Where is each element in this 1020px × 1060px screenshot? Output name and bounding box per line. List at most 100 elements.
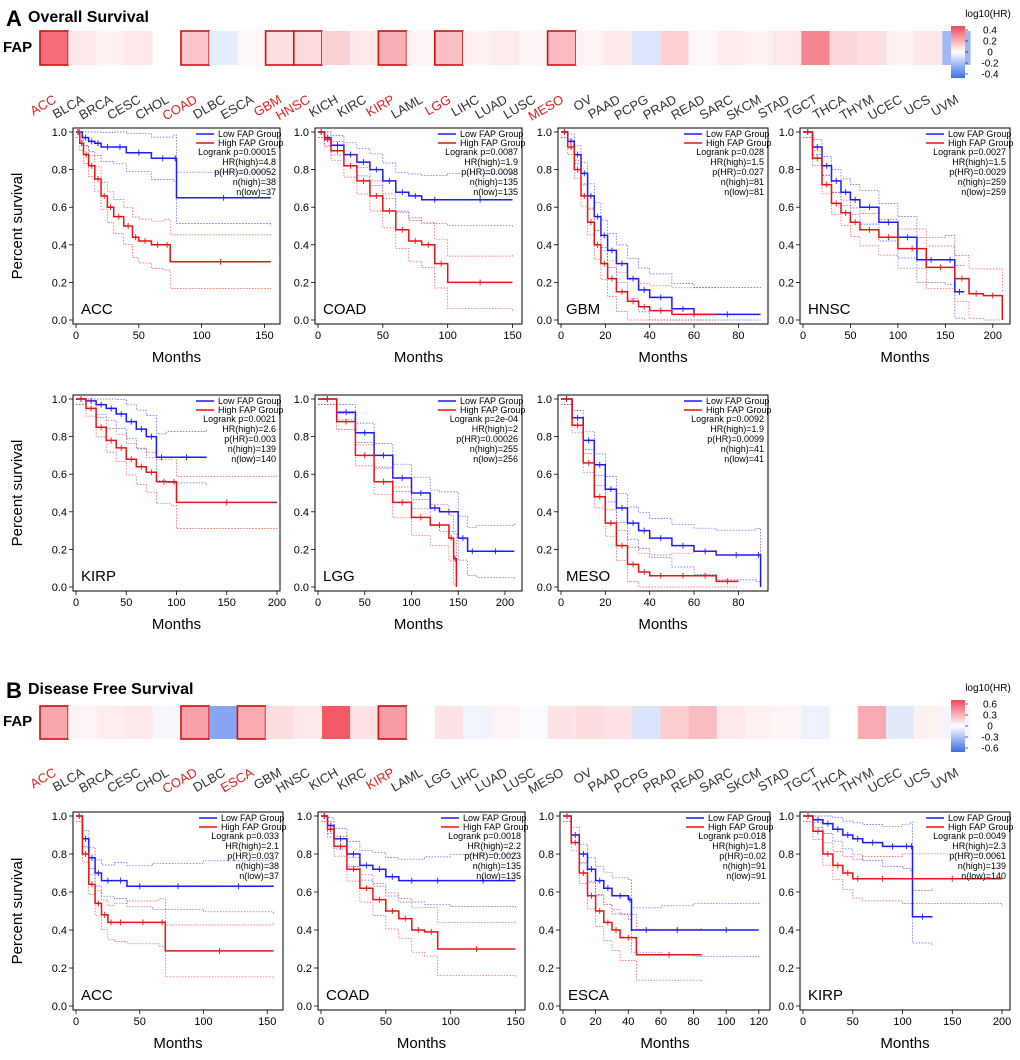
heat-cell-hnsc bbox=[292, 30, 323, 66]
x-tick-label: 200 bbox=[984, 330, 1002, 342]
ci-upper-low bbox=[318, 131, 513, 177]
heat-cell-blca bbox=[68, 31, 97, 65]
x-axis-label: Months bbox=[880, 349, 929, 366]
colorbar-title: log10(HR) bbox=[965, 9, 1011, 20]
y-tick-label: 0.6 bbox=[779, 202, 794, 214]
heat-cell-lusc bbox=[519, 706, 548, 739]
stat-line: p(HR)=0.0061 bbox=[949, 851, 1006, 861]
colorbar-tick-label: 0.2 bbox=[983, 37, 997, 48]
heat-cell-lusc bbox=[519, 31, 548, 65]
ci-upper-low bbox=[561, 398, 761, 559]
heat-cell-chol bbox=[152, 706, 181, 739]
stat-line: n(high)=91 bbox=[723, 861, 766, 871]
km-plot-5-lgg: 0 50 100 150 200 0.0 0.2 0.4 0.6 0.8 1.0 Months Low … bbox=[294, 394, 526, 633]
heat-cell-dlbc bbox=[209, 706, 238, 739]
heat-cell-coad bbox=[180, 30, 211, 66]
x-axis-label: Months bbox=[394, 616, 443, 633]
y-tick-label: 0.6 bbox=[537, 202, 552, 214]
x-tick-label: 80 bbox=[687, 1016, 699, 1028]
stat-line: n(high)=259 bbox=[958, 177, 1006, 187]
cancer-name: ESCA bbox=[568, 987, 609, 1004]
heat-cell-kirc bbox=[350, 31, 379, 65]
stat-line: n(low)=259 bbox=[961, 187, 1006, 197]
colorbar-tick-label: -0.4 bbox=[981, 70, 999, 81]
y-tick-label: 1.0 bbox=[52, 127, 67, 139]
y-tick-label: 0.4 bbox=[537, 507, 552, 519]
stat-line: p(HR)=0.0098 bbox=[461, 167, 518, 177]
heat-cell-paad bbox=[604, 706, 633, 739]
x-tick-label: 80 bbox=[732, 597, 744, 609]
stat-line: p(HR)=0.0029 bbox=[949, 167, 1006, 177]
x-tick-label: 50 bbox=[120, 597, 132, 609]
cancer-label-ucs: UCS bbox=[902, 764, 934, 791]
y-tick-label: 0.4 bbox=[52, 507, 67, 519]
y-tick-label: 1.0 bbox=[537, 127, 552, 139]
stat-line: n(low)=91 bbox=[726, 871, 766, 881]
x-tick-label: 0 bbox=[73, 330, 79, 342]
x-axis-label: Months bbox=[394, 349, 443, 366]
stat-line: Logrank p=0.033 bbox=[211, 831, 279, 841]
y-tick-label: 1.0 bbox=[297, 811, 312, 823]
heat-cell-esca bbox=[237, 31, 266, 65]
y-tick-label: 0.6 bbox=[297, 887, 312, 899]
legend-label-high: High FAP Group bbox=[221, 822, 286, 832]
heat-cell-cesc bbox=[124, 706, 153, 739]
y-tick-label: 0.8 bbox=[294, 432, 309, 444]
stat-line: n(high)=38 bbox=[236, 861, 279, 871]
x-tick-label: 200 bbox=[496, 597, 514, 609]
heat-cell-dlbc bbox=[209, 31, 238, 65]
x-tick-label: 50 bbox=[359, 597, 371, 609]
x-tick-label: 20 bbox=[599, 330, 611, 342]
stat-line: HR(high)=2 bbox=[472, 424, 518, 434]
legend-label-low: Low FAP Group bbox=[706, 129, 769, 139]
plot-frame bbox=[559, 811, 771, 1011]
plot-frame bbox=[72, 811, 284, 1011]
survival-curve-low bbox=[803, 815, 933, 918]
km-plot-0-acc: 0 50 100 150 0.0 0.2 0.4 0.6 0.8 1.0 Months Percent… bbox=[9, 127, 283, 366]
stat-line: HR(high)=1.8 bbox=[712, 841, 766, 851]
colorbar-gradient bbox=[951, 26, 965, 78]
x-tick-label: 200 bbox=[268, 597, 286, 609]
heat-cell-lgg bbox=[433, 30, 464, 66]
heat-cell-pcpg bbox=[632, 31, 661, 65]
ci-lower-low bbox=[318, 404, 515, 580]
stat-line: HR(high)=2.2 bbox=[467, 841, 521, 851]
stat-line: n(low)=41 bbox=[724, 454, 764, 464]
y-tick-label: 0.2 bbox=[779, 963, 794, 975]
colorbar-tick-label: -0.6 bbox=[981, 744, 999, 755]
km-plot-1-coad: 0 50 100 150 0.0 0.2 0.4 0.6 0.8 1.0 Months Low FAP… bbox=[294, 127, 526, 366]
heat-cell-read bbox=[688, 706, 717, 739]
stat-line: n(low)=140 bbox=[231, 454, 276, 464]
ci-upper-high bbox=[318, 131, 513, 257]
survival-curve-high bbox=[76, 398, 277, 504]
y-tick-label: 0.6 bbox=[779, 887, 794, 899]
legend-label-high: High FAP Group bbox=[706, 138, 771, 148]
cancer-name: ACC bbox=[81, 301, 113, 318]
heat-cell-thca bbox=[829, 31, 858, 65]
cancer-label-uvm: UVM bbox=[928, 92, 961, 119]
panel-title: Overall Survival bbox=[28, 9, 149, 26]
heat-cell-chol bbox=[152, 31, 181, 65]
y-tick-label: 0.8 bbox=[52, 432, 67, 444]
stat-line: n(high)=139 bbox=[228, 444, 276, 454]
legend-label-high: High FAP Group bbox=[708, 822, 773, 832]
ci-lower-high bbox=[561, 404, 739, 588]
colorbar-title: log10(HR) bbox=[965, 683, 1011, 694]
y-tick-label: 0.4 bbox=[537, 240, 552, 252]
survival-curve-high bbox=[318, 398, 458, 587]
stat-line: Logrank p=0.0087 bbox=[445, 147, 518, 157]
x-tick-label: 40 bbox=[622, 1016, 634, 1028]
x-axis-label: Months bbox=[638, 349, 687, 366]
x-tick-label: 50 bbox=[377, 330, 389, 342]
x-tick-label: 200 bbox=[993, 1016, 1011, 1028]
heat-cell-kirc bbox=[350, 706, 379, 739]
survival-curve-high bbox=[803, 131, 1004, 320]
legend-label-low: Low FAP Group bbox=[218, 129, 281, 139]
ci-upper-high bbox=[321, 815, 516, 924]
x-axis-label: Months bbox=[152, 616, 201, 633]
y-tick-label: 1.0 bbox=[294, 394, 309, 406]
cancer-label-laml: LAML bbox=[388, 92, 425, 122]
plot-frame bbox=[557, 394, 769, 592]
legend-label-high: High FAP Group bbox=[948, 138, 1013, 148]
y-tick-label: 0.6 bbox=[294, 202, 309, 214]
